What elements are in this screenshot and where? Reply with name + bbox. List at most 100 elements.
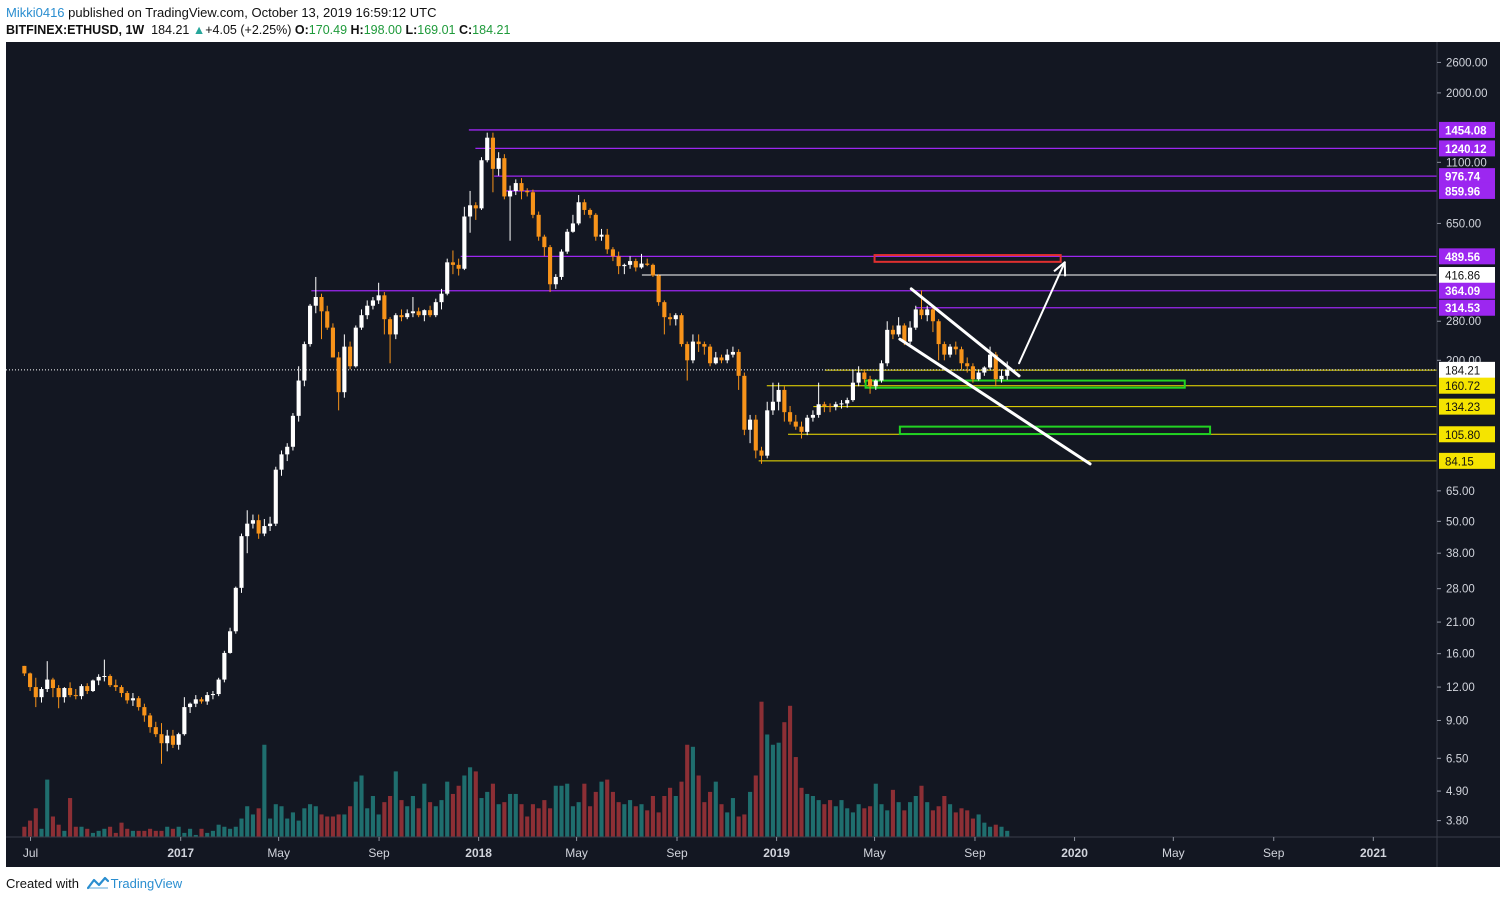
candle-body [250, 520, 255, 524]
candle-body [56, 688, 61, 698]
y-tick-label: 38.00 [1446, 548, 1475, 560]
volume-bar [776, 742, 781, 837]
candle-body [759, 450, 764, 456]
volume-bar [948, 804, 953, 837]
candle-body [770, 401, 775, 411]
candle-body [468, 205, 473, 217]
volume-bar [542, 800, 547, 837]
volume-bar [765, 734, 770, 837]
x-tick-label: Sep [1263, 846, 1285, 860]
candle-body [490, 137, 495, 169]
x-tick-label: May [267, 846, 290, 860]
volume-bar [525, 816, 530, 837]
candle-body [513, 183, 518, 191]
x-tick-label: Sep [964, 846, 986, 860]
volume-bar [416, 808, 421, 837]
volume-bar [210, 830, 215, 837]
volume-bar [119, 822, 124, 837]
candle-body [239, 536, 244, 588]
tradingview-brand-link[interactable]: TradingView [110, 876, 183, 891]
candle-body [862, 372, 867, 380]
volume-bar [616, 802, 621, 837]
candle-body [62, 688, 67, 698]
volume-bar [382, 802, 387, 837]
volume-bar [988, 826, 993, 837]
volume-bar [170, 828, 175, 837]
price-level-label: 84.15 [1445, 456, 1474, 468]
y-tick-label: 9.00 [1446, 715, 1468, 727]
candle-body [222, 652, 227, 680]
volume-bar [233, 826, 238, 837]
volume-bar [885, 810, 890, 837]
volume-bar [62, 830, 67, 837]
candle-body [765, 410, 770, 456]
candle-body [45, 679, 50, 690]
candle-body [188, 703, 193, 708]
candle-body [216, 679, 221, 695]
volume-bar [136, 830, 141, 837]
volume-bar [902, 810, 907, 837]
volume-bar [176, 826, 181, 837]
volume-bar [182, 832, 187, 837]
volume-bar [290, 812, 295, 837]
author-link[interactable]: Mikki0416 [6, 5, 65, 20]
candle-body [736, 351, 741, 376]
volume-bar [496, 804, 501, 837]
candle-body [850, 382, 855, 401]
volume-bar [599, 781, 604, 837]
candle-body [536, 214, 541, 237]
volume-bar [28, 820, 33, 837]
volume-bar [285, 818, 290, 837]
candle-body [296, 380, 301, 416]
price-level-label: 489.56 [1445, 252, 1480, 264]
price-chart[interactable]: 2600.002000.001100.00650.00280.00200.006… [6, 42, 1500, 867]
x-tick-label: 2017 [167, 846, 194, 860]
change-value: +4.05 (+2.25%) [205, 23, 292, 37]
candle-body [559, 251, 564, 277]
y-tick-label: 3.80 [1446, 816, 1468, 828]
volume-bar [199, 828, 204, 837]
candle-body [285, 446, 290, 455]
y-tick-label: 6.50 [1446, 753, 1468, 765]
volume-bar [73, 826, 78, 837]
volume-bar [508, 793, 513, 837]
volume-bar [45, 779, 50, 837]
candle-body [348, 346, 353, 367]
volume-bar [405, 806, 410, 837]
volume-bar [936, 806, 941, 837]
price-level-label: 976.74 [1445, 172, 1481, 184]
volume-bar [313, 806, 318, 837]
publish-line: Mikki0416 published on TradingView.com, … [6, 5, 436, 20]
volume-bar [850, 812, 855, 837]
chart-area[interactable]: 2600.00 2000.00 1100.00 650.00 280.00 200.00 6… [6, 42, 1500, 867]
candle-body [553, 276, 558, 285]
volume-bar [953, 812, 958, 837]
y-tick-label: 650.00 [1446, 218, 1481, 230]
volume-bar [685, 744, 690, 837]
volume-bar [216, 824, 221, 837]
volume-bar [662, 796, 667, 837]
volume-bar [428, 802, 433, 837]
y-tick-label: 28.00 [1446, 584, 1475, 596]
candle-body [433, 302, 438, 316]
close-label: C: [458, 23, 473, 37]
candle-body [839, 403, 844, 405]
price-level-badge [1439, 140, 1495, 157]
volume-bar [873, 783, 878, 837]
candle-body [605, 234, 610, 250]
candle-body [593, 214, 598, 237]
tradingview-logo-icon [86, 876, 109, 893]
volume-bar [125, 828, 130, 837]
volume-bar [679, 781, 684, 837]
volume-bar [822, 804, 827, 837]
volume-bar [628, 800, 633, 837]
volume-bar [308, 804, 313, 837]
candle-body [313, 296, 318, 306]
volume-bar [588, 806, 593, 837]
candle-body [953, 346, 958, 350]
candle-body [805, 417, 810, 432]
candle-body [153, 727, 158, 735]
volume-bar [559, 785, 564, 837]
candle-body [873, 380, 878, 387]
volume-bar [519, 804, 524, 837]
